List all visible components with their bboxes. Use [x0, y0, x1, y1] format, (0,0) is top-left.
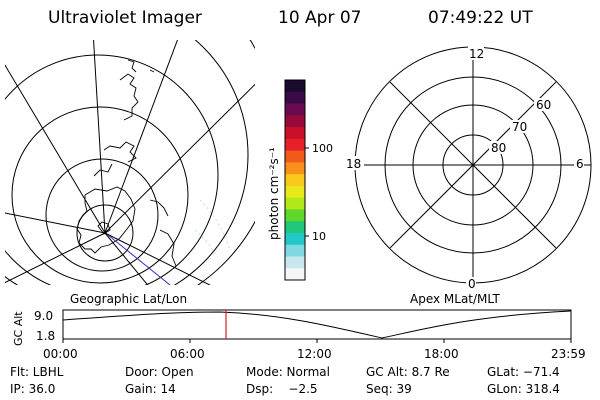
meridian [5, 232, 106, 284]
auroral-glow [194, 199, 231, 255]
instrument-title: Ultraviolet Imager [48, 8, 202, 28]
colorbar-swatch [285, 244, 305, 257]
info-gain: Gain: 14 [125, 382, 176, 396]
altitude-strip: 9.0 1.8 GC Alt 00:00 06:00 12:00 18:00 2… [12, 309, 586, 361]
mlat-label-60: 60 [536, 98, 551, 112]
colorbar-swatch [285, 80, 305, 93]
mlt-line [389, 81, 557, 249]
colorbar-swatch [285, 103, 305, 116]
colorbar-unit-label: photon cm⁻²s⁻¹ [267, 147, 281, 240]
lat-circle [5, 54, 219, 285]
geographic-map [5, 40, 255, 285]
meridian [104, 40, 179, 234]
colorbar-swatch [285, 268, 305, 281]
observation-time: 07:49:22 UT [428, 8, 533, 28]
left-panel-label: Geographic Lat/Lon [70, 292, 187, 306]
info-dsp: Dsp: −2.5 [246, 382, 318, 396]
meridian [104, 83, 255, 234]
lat-circle [45, 158, 159, 272]
colorbar-swatch [285, 150, 305, 163]
observation-date: 10 Apr 07 [278, 8, 362, 28]
colorbar-swatch [285, 115, 305, 128]
colorbar-swatch [285, 221, 305, 234]
lat-circle [76, 204, 134, 262]
meridian [104, 232, 149, 285]
info-ip: IP: 36.0 [10, 382, 56, 396]
strip-ytick-low: 1.8 [36, 329, 55, 343]
colorbar-tick-10: 10 [312, 230, 326, 243]
colorbar: 100 10 photon cm⁻²s⁻¹ [267, 79, 333, 281]
colorbar-swatch [285, 197, 305, 210]
polar-grid [354, 46, 592, 284]
strip-xtick-0: 00:00 [43, 347, 78, 361]
info-gc-alt: GC Alt: 8.7 Re [366, 365, 450, 379]
strip-ytick-high: 9.0 [34, 309, 53, 323]
info-glat: GLat: −71.4 [487, 365, 560, 379]
lat-circle [197, 40, 255, 285]
meridian [104, 232, 211, 285]
strip-xtick-3: 18:00 [424, 347, 459, 361]
mlt-label-18: 18 [346, 157, 361, 171]
coastline [76, 59, 177, 267]
right-panel-label: Apex MLat/MLT [410, 292, 500, 306]
colorbar-tick-100: 100 [312, 142, 333, 155]
colorbar-swatch [285, 138, 305, 152]
colorbar-swatch [285, 256, 305, 269]
strip-xtick-2: 12:00 [297, 347, 332, 361]
colorbar-swatch [285, 209, 305, 222]
terminator-line [107, 234, 171, 285]
colorbar-swatch [285, 91, 305, 105]
mlt-label-6: 6 [576, 157, 584, 171]
colorbar-swatch [285, 185, 305, 199]
mlt-label-12: 12 [469, 47, 484, 61]
info-seq: Seq: 39 [366, 382, 412, 396]
meridian [5, 212, 106, 234]
altitude-curve [62, 310, 572, 339]
info-glon: GLon: 318.4 [487, 382, 560, 396]
lat-circle [5, 40, 249, 285]
strip-ylabel: GC Alt [12, 311, 25, 346]
colorbar-swatch [285, 162, 305, 175]
colorbar-swatch [285, 127, 305, 140]
mlat-label-70: 70 [512, 120, 527, 134]
mlt-label-0: 0 [468, 277, 476, 291]
lat-circle [11, 106, 189, 284]
info-door: Door: Open [125, 365, 194, 379]
info-filter: Flt: LBHL [10, 365, 64, 379]
meridian [5, 64, 106, 234]
meridian [93, 40, 106, 234]
strip-xtick-1: 06:00 [170, 347, 205, 361]
colorbar-swatch [285, 174, 305, 187]
strip-xtick-4: 23:59 [551, 347, 586, 361]
info-mode: Mode: Normal [246, 365, 330, 379]
colorbar-swatch [285, 232, 305, 246]
mlat-label-80: 80 [491, 141, 506, 155]
